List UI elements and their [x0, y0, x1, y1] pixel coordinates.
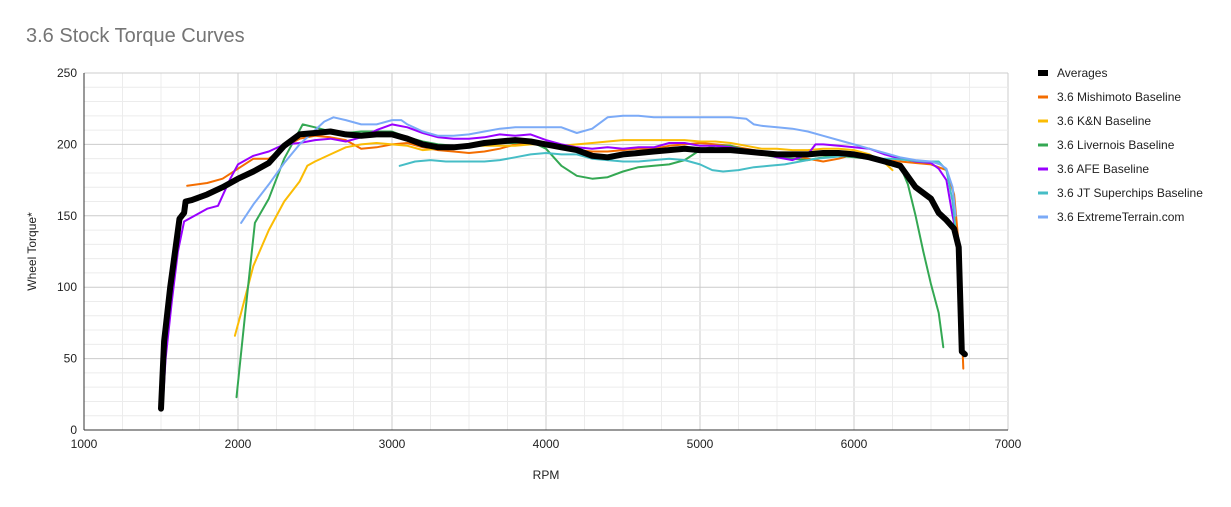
grid-layer [83, 72, 1009, 431]
legend-entry: Averages [1057, 66, 1107, 80]
x-tick-label: 5000 [687, 437, 714, 451]
legend: Averages 3.6 Mishimoto Baseline 3.6 K&N Ba… [1038, 66, 1203, 224]
series-line-averages [158, 128, 968, 412]
series-line-3-6-k-n-baseline [233, 139, 894, 337]
legend-entry: 3.6 Livernois Baseline [1057, 138, 1175, 152]
x-tick-label: 3000 [379, 437, 406, 451]
series-line-3-6-livernois-baseline [235, 123, 945, 399]
series-line-3-6-extremeterrain-com [240, 114, 957, 224]
x-tick-label: 6000 [841, 437, 868, 451]
series-line-3-6-mishimoto-baseline [186, 134, 965, 370]
y-tick-label: 250 [57, 66, 77, 80]
x-tick-label: 7000 [995, 437, 1022, 451]
y-tick-label: 0 [70, 423, 77, 437]
legend-entry: 3.6 AFE Baseline [1057, 162, 1149, 176]
legend-entry: 3.6 Mishimoto Baseline [1057, 90, 1181, 104]
series-line-3-6-jt-superchips-baseline [398, 152, 957, 232]
legend-entry: 3.6 JT Superchips Baseline [1057, 186, 1203, 200]
legend-entry: 3.6 ExtremeTerrain.com [1057, 210, 1184, 224]
axis-layer: 1000 2000 3000 4000 5000 6000 7000 0 50 100 150 200… [57, 66, 1022, 451]
x-tick-label: 2000 [225, 437, 252, 451]
y-axis-label: Wheel Torque* [25, 212, 39, 291]
series-layer [158, 114, 968, 412]
chart-title: 3.6 Stock Torque Curves [26, 25, 245, 47]
x-tick-label: 1000 [71, 437, 98, 451]
y-tick-label: 200 [57, 137, 77, 151]
legend-entry: 3.6 K&N Baseline [1057, 114, 1151, 128]
y-tick-label: 50 [64, 352, 78, 366]
y-tick-label: 100 [57, 280, 77, 294]
x-tick-label: 4000 [533, 437, 560, 451]
x-axis-label: RPM [533, 468, 560, 482]
y-tick-label: 150 [57, 209, 77, 223]
series-line-3-6-afe-baseline [161, 123, 957, 410]
